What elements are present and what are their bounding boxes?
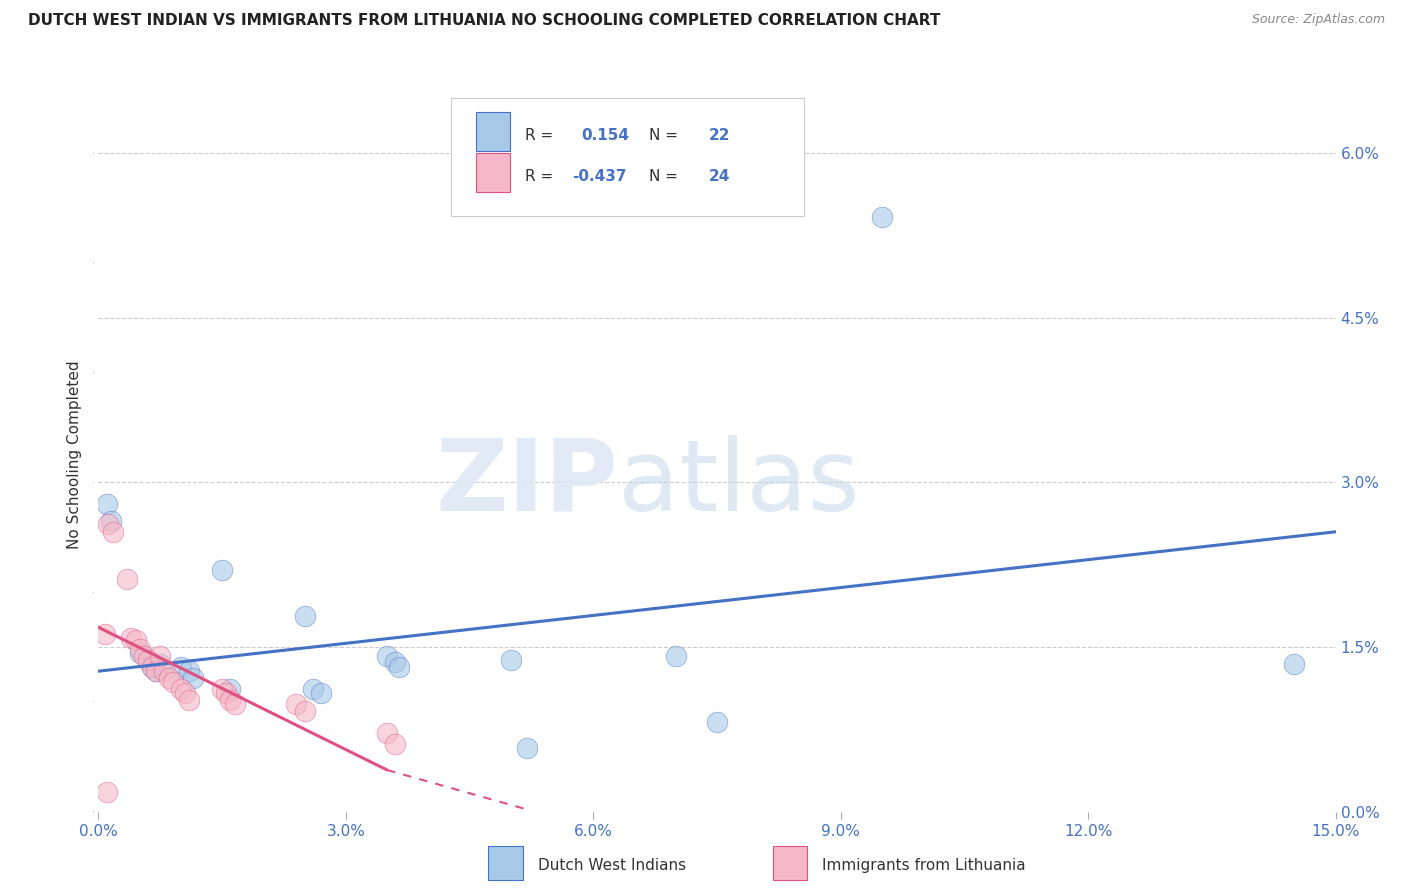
Point [120, 632, 142, 646]
Y-axis label: No Schooling Completed: No Schooling Completed [66, 360, 82, 549]
Point [141, 660, 163, 674]
Point [219, 692, 242, 706]
FancyBboxPatch shape [475, 112, 510, 151]
Point [174, 686, 197, 700]
Text: Source: ZipAtlas.com: Source: ZipAtlas.com [1251, 13, 1385, 27]
Point [141, 660, 163, 674]
Text: -0.437: -0.437 [572, 169, 627, 184]
Point [97, 517, 120, 532]
Point [309, 686, 332, 700]
Point [294, 609, 316, 624]
Point [149, 657, 172, 671]
Point [285, 697, 308, 711]
Point [1284, 657, 1306, 671]
Point [375, 725, 398, 739]
Point [219, 681, 242, 696]
Point [375, 648, 398, 663]
Text: 22: 22 [709, 128, 730, 143]
Point [179, 664, 201, 678]
Point [499, 653, 522, 667]
Point [170, 681, 193, 696]
Point [224, 697, 246, 711]
Point [124, 633, 146, 648]
FancyBboxPatch shape [773, 847, 807, 880]
Point [388, 660, 411, 674]
Point [294, 704, 316, 718]
Text: Dutch West Indians: Dutch West Indians [537, 858, 686, 872]
Point [145, 664, 167, 678]
Point [103, 524, 125, 539]
Point [132, 648, 155, 663]
Point [384, 656, 406, 670]
Point [96, 497, 118, 511]
Point [211, 563, 233, 577]
Point [136, 653, 159, 667]
Point [870, 210, 893, 224]
Point [302, 681, 325, 696]
Text: N =: N = [650, 169, 678, 184]
Point [94, 627, 117, 641]
Text: Immigrants from Lithuania: Immigrants from Lithuania [823, 858, 1026, 872]
Point [153, 664, 176, 678]
Point [170, 660, 193, 674]
Point [149, 648, 172, 663]
Point [100, 514, 122, 528]
Point [136, 653, 159, 667]
Point [384, 737, 406, 751]
Point [117, 572, 139, 586]
FancyBboxPatch shape [451, 98, 804, 216]
Point [162, 675, 184, 690]
Point [516, 741, 538, 756]
Point [145, 664, 167, 678]
Text: DUTCH WEST INDIAN VS IMMIGRANTS FROM LITHUANIA NO SCHOOLING COMPLETED CORRELATIO: DUTCH WEST INDIAN VS IMMIGRANTS FROM LIT… [28, 13, 941, 29]
FancyBboxPatch shape [488, 847, 523, 880]
Point [128, 646, 150, 660]
Point [211, 681, 233, 696]
Point [128, 642, 150, 657]
FancyBboxPatch shape [475, 153, 510, 193]
Point [179, 692, 201, 706]
Point [665, 648, 688, 663]
Text: ZIP: ZIP [436, 435, 619, 532]
Point [181, 671, 204, 685]
Text: atlas: atlas [619, 435, 859, 532]
Text: N =: N = [650, 128, 678, 143]
Point [96, 785, 118, 799]
Point [706, 714, 728, 729]
Point [215, 686, 238, 700]
Text: R =: R = [526, 128, 554, 143]
Text: R =: R = [526, 169, 554, 184]
Text: 24: 24 [709, 169, 730, 184]
Point [157, 671, 180, 685]
Text: 0.154: 0.154 [581, 128, 628, 143]
